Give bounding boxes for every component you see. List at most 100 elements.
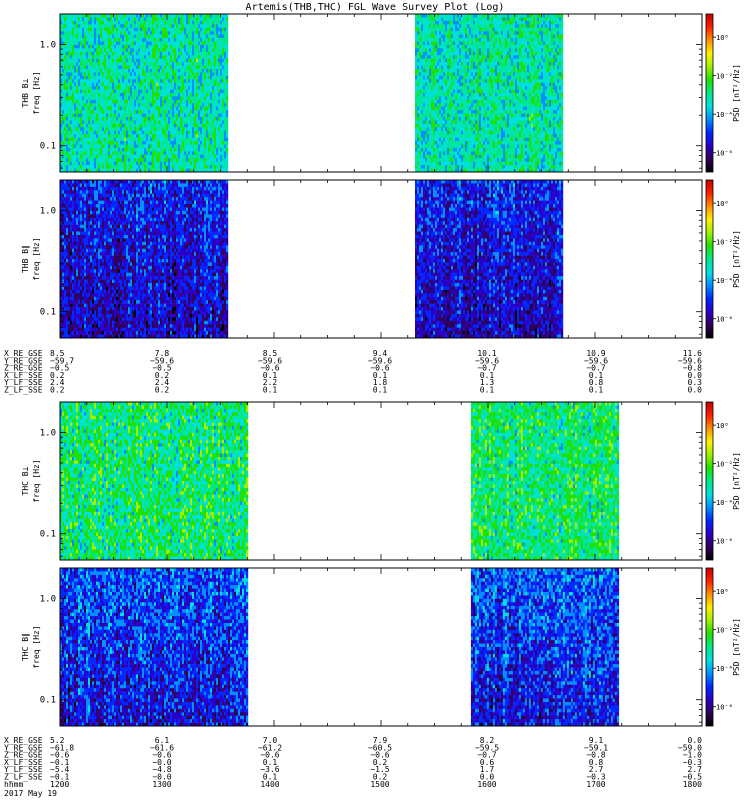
psd-cell: [72, 48, 75, 53]
psd-cell: [421, 148, 424, 152]
psd-cell: [200, 89, 203, 94]
psd-cell: [459, 51, 462, 56]
psd-cell: [74, 144, 77, 149]
psd-cell: [445, 113, 448, 118]
psd-cell: [423, 41, 426, 46]
psd-cell: [212, 55, 215, 59]
psd-cell: [443, 96, 446, 101]
psd-cell: [188, 127, 191, 132]
psd-cell: [184, 14, 187, 18]
psd-cell: [425, 161, 428, 166]
psd-cell: [134, 69, 137, 73]
psd-cell: [445, 86, 448, 90]
psd-cell: [419, 65, 422, 70]
psd-cell: [172, 103, 175, 108]
psd-cell: [74, 69, 77, 73]
psd-cell: [415, 113, 418, 118]
psd-cell: [437, 72, 440, 77]
psd-cell: [166, 62, 169, 66]
psd-cell: [439, 168, 442, 173]
psd-cell: [104, 27, 107, 32]
psd-cell: [212, 82, 215, 87]
psd-cell: [156, 14, 159, 18]
psd-cell: [92, 154, 95, 159]
psd-cell: [118, 99, 121, 104]
psd-cell: [200, 31, 203, 35]
psd-cell: [142, 141, 145, 145]
psd-cell: [214, 41, 217, 46]
psd-cell: [182, 154, 185, 159]
psd-cell: [128, 158, 131, 163]
psd-cell: [459, 110, 462, 114]
psd-cell: [144, 86, 147, 90]
psd-cell: [134, 161, 137, 166]
psd-cell: [445, 117, 448, 121]
psd-cell: [441, 69, 444, 73]
psd-cell: [136, 24, 139, 29]
psd-cell: [100, 165, 103, 169]
psd-cell: [106, 14, 109, 18]
psd-cell: [128, 65, 131, 70]
psd-cell: [150, 31, 153, 35]
psd-cell: [102, 123, 105, 128]
psd-cell: [433, 17, 436, 22]
psd-cell: [437, 69, 440, 73]
psd-cell: [222, 154, 225, 159]
psd-cell: [68, 110, 71, 114]
psd-cell: [451, 144, 454, 149]
psd-cell: [190, 151, 193, 156]
psd-cell: [102, 65, 105, 70]
psd-cell: [112, 127, 115, 132]
psd-cell: [64, 86, 67, 90]
psd-cell: [130, 165, 133, 169]
psd-cell: [214, 96, 217, 101]
psd-cell: [84, 69, 87, 73]
psd-cell: [86, 72, 89, 77]
psd-cell: [128, 110, 131, 114]
psd-cell: [439, 127, 442, 132]
psd-cell: [212, 127, 215, 132]
psd-cell: [152, 79, 155, 84]
psd-cell: [222, 75, 225, 80]
psd-cell: [136, 82, 139, 87]
psd-cell: [124, 144, 127, 149]
psd-cell: [459, 20, 462, 25]
psd-cell: [445, 55, 448, 59]
psd-cell: [106, 110, 109, 114]
psd-cell: [437, 127, 440, 132]
psd-cell: [170, 41, 173, 46]
psd-cell: [180, 93, 183, 97]
psd-cell: [423, 93, 426, 97]
psd-cell: [84, 165, 87, 169]
psd-cell: [174, 106, 177, 111]
psd-cell: [447, 69, 450, 73]
psd-cell: [100, 148, 103, 152]
psd-cell: [66, 34, 69, 39]
psd-cell: [88, 110, 91, 114]
psd-cell: [126, 130, 129, 135]
psd-cell: [100, 120, 103, 125]
psd-cell: [108, 161, 111, 166]
psd-cell: [142, 127, 145, 132]
psd-cell: [122, 72, 125, 77]
psd-cell: [451, 110, 454, 114]
psd-cell: [66, 65, 69, 70]
psd-cell: [78, 75, 81, 80]
psd-cell: [425, 113, 428, 118]
psd-cell: [104, 123, 107, 128]
psd-cell: [96, 62, 99, 66]
psd-cell: [196, 113, 199, 118]
psd-cell: [104, 113, 107, 118]
psd-cell: [435, 123, 438, 128]
psd-cell: [451, 51, 454, 56]
psd-cell: [98, 137, 101, 142]
psd-cell: [184, 165, 187, 169]
psd-cell: [459, 69, 462, 73]
psd-cell: [112, 34, 115, 39]
psd-cell: [224, 86, 227, 90]
psd-cell: [435, 24, 438, 29]
psd-cell: [98, 27, 101, 32]
psd-cell: [178, 96, 181, 101]
psd-cell: [184, 148, 187, 152]
psd-cell: [194, 72, 197, 77]
